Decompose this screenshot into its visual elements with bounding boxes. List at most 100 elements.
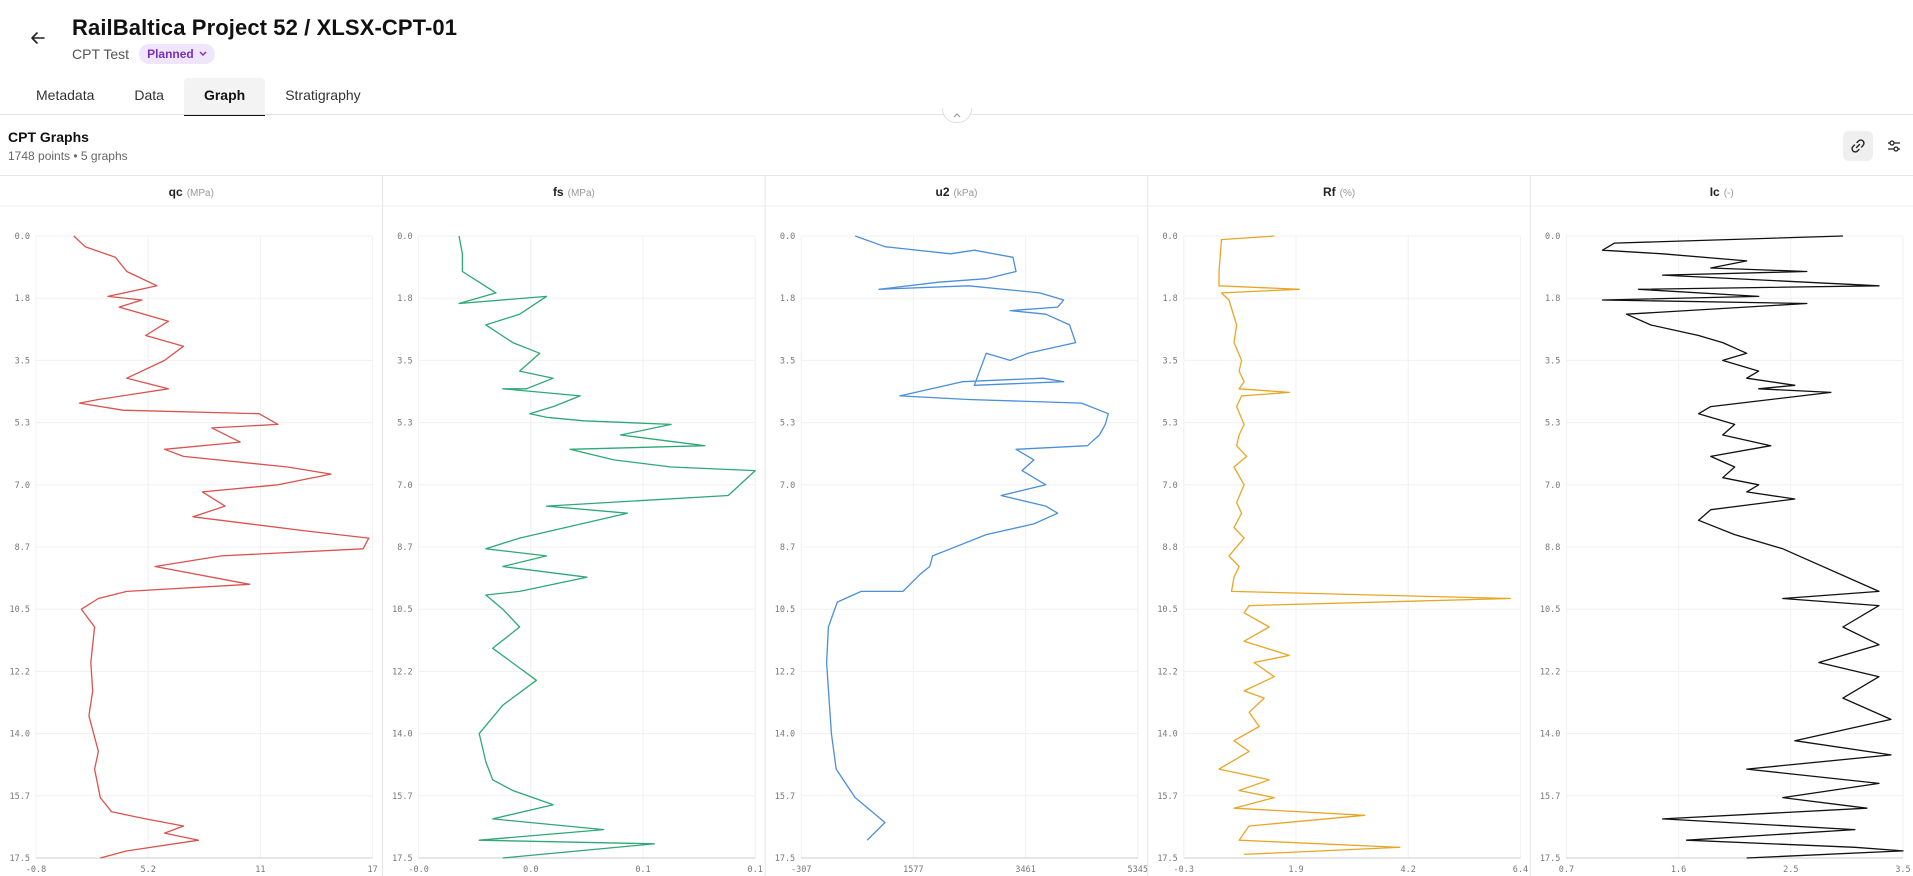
x-tick-label: -0.8 [26,865,46,875]
y-tick-label: 5.3 [397,419,412,429]
y-tick-label: 0.0 [780,232,795,242]
series-line-rf [1218,235,1512,856]
y-tick-label: 15.7 [392,792,412,802]
sliders-icon [1888,140,1900,152]
graph-title-unit: (%) [1340,188,1356,199]
y-tick-label: 14.0 [1540,730,1560,740]
y-tick-label: 17.5 [1157,854,1177,864]
y-tick-label: 0.0 [1545,232,1560,242]
graph-title: qc (MPa) [169,185,214,199]
x-tick-label: 6.4 [1513,865,1528,875]
graph-title-param: Rf [1323,185,1337,199]
y-tick-label: 7.0 [1162,481,1177,491]
graph-title: Rf (%) [1323,185,1355,199]
graph-title: fs (MPa) [553,185,595,199]
tab-graph[interactable]: Graph [183,78,266,116]
x-tick-label: 2.5 [1783,865,1798,875]
arrow-left-icon [31,32,45,44]
y-tick-label: 10.5 [1157,605,1177,615]
y-tick-label: 15.7 [1157,792,1177,802]
y-tick-label: 1.8 [1545,294,1560,304]
y-tick-label: 5.3 [15,419,30,429]
y-tick-label: 5.3 [1162,419,1177,429]
y-tick-label: 5.3 [780,419,795,429]
y-tick-label: 1.8 [1162,294,1177,304]
y-tick-label: 8.7 [780,543,795,553]
y-tick-label: 17.5 [392,854,412,864]
graph-title-param: qc [169,185,183,199]
link-icon [1851,139,1865,153]
graph-qc: qc (MPa) -0.8 5.2 11 17 0.0 1.8 3.5 5.3 7.0 8.7 10.5… [0,185,383,875]
x-tick-label: 0.0 [523,865,538,875]
panel-title: CPT Graphs [8,129,89,145]
y-tick-label: 17.5 [1540,854,1560,864]
y-tick-label: 10.5 [10,605,30,615]
y-tick-label: 12.2 [1157,667,1177,677]
y-tick-label: 1.8 [397,294,412,304]
y-tick-label: 14.0 [392,730,412,740]
y-tick-label: 17.5 [10,854,30,864]
graph-settings-button[interactable] [1879,131,1909,161]
graph-title-unit: (kPa) [954,188,978,199]
page-title: RailBaltica Project 52 / XLSX-CPT-01 [72,15,458,40]
y-tick-label: 10.5 [392,605,412,615]
y-tick-label: 14.0 [775,730,795,740]
x-tick-label: 1577 [903,865,923,875]
y-tick-label: 3.5 [1162,356,1177,366]
page-subtitle: CPT Test Planned [72,44,215,64]
x-tick-label: 3.5 [1895,865,1910,875]
collapse-header-button[interactable] [942,108,972,123]
y-tick-label: 17.5 [775,854,795,864]
y-tick-label: 12.2 [392,667,412,677]
x-tick-label: 11 [255,865,265,875]
y-tick-label: 10.5 [1540,605,1560,615]
graph-ic: Ic (-) 0.7 1.6 2.5 3.5 0.0 1.8 3.5 5.3 7.0 8.8 10.5 1… [1529,176,1913,876]
y-tick-label: 12.2 [10,667,30,677]
graph-title-param: fs [553,185,564,199]
y-tick-label: 5.3 [1545,419,1560,429]
y-tick-label: 10.5 [775,605,795,615]
y-tick-label: 3.5 [1545,356,1560,366]
back-button[interactable] [24,24,52,52]
page-header: RailBaltica Project 52 / XLSX-CPT-01 CPT… [0,0,1913,116]
graph-title: Ic (-) [1710,185,1734,199]
x-tick-label: -0.3 [1174,865,1194,875]
graph-title-unit: (MPa) [568,188,595,199]
series-line-qc [73,235,370,859]
chevron-up-icon [953,112,961,117]
y-tick-label: 15.7 [10,792,30,802]
y-tick-label: 14.0 [1157,730,1177,740]
graph-title-unit: (MPa) [187,188,214,199]
y-tick-label: 8.8 [1162,543,1177,553]
graph-rf: Rf (%) -0.3 1.9 4.2 6.4 0.0 1.8 3.5 5.3 7.0 8.8 10.5… [1147,176,1531,876]
y-tick-label: 0.0 [1162,232,1177,242]
y-tick-label: 7.0 [15,481,30,491]
status-badge[interactable]: Planned [139,44,215,64]
x-tick-label: 0.1 [748,865,763,875]
x-tick-label: -307 [791,865,811,875]
tab-data[interactable]: Data [134,87,164,103]
link-button[interactable] [1843,131,1873,161]
y-tick-label: 7.0 [1545,481,1560,491]
cpt-graphs: qc (MPa) -0.8 5.2 11 17 0.0 1.8 3.5 5.3 7.0 8.7 10.5… [0,176,1913,876]
tab-metadata[interactable]: Metadata [36,87,95,103]
series-line-ic [1601,235,1904,859]
y-tick-label: 7.0 [397,481,412,491]
graph-title: u2 (kPa) [936,185,978,199]
y-tick-label: 8.7 [15,543,30,553]
y-tick-label: 1.8 [780,294,795,304]
y-tick-label: 0.0 [15,232,30,242]
y-tick-label: 3.5 [15,356,30,366]
x-tick-label: 1.6 [1671,865,1686,875]
x-tick-label: 5345 [1128,865,1148,875]
y-tick-label: 3.5 [780,356,795,366]
graph-u2: u2 (kPa) -307 1577 3461 5345 0.0 1.8 3.5 5.3 7.0 8.… [764,176,1148,876]
tab-stratigraphy[interactable]: Stratigraphy [285,87,361,103]
graph-title-unit: (-) [1724,188,1734,199]
y-tick-label: 7.0 [780,481,795,491]
panel-summary: 1748 points • 5 graphs [8,149,128,163]
y-tick-label: 8.7 [397,543,412,553]
x-tick-label: 0.7 [1559,865,1574,875]
y-tick-label: 0.0 [397,232,412,242]
graphs-top-border [0,175,1913,176]
